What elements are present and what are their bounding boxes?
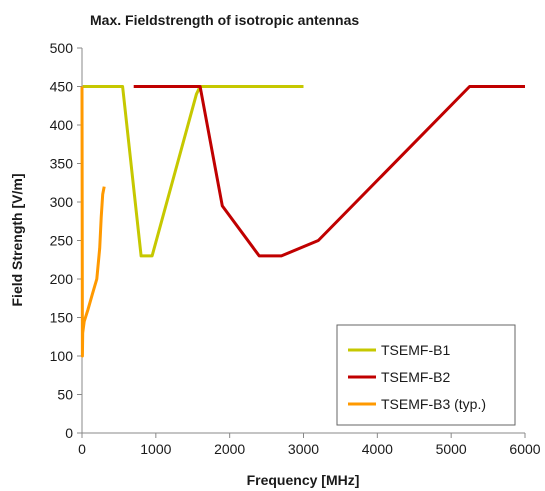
- y-tick-label: 50: [57, 387, 73, 403]
- y-tick-label: 150: [50, 310, 74, 326]
- x-tick-label: 0: [78, 441, 86, 457]
- y-tick-label: 250: [50, 233, 74, 249]
- x-axis-title: Frequency [MHz]: [247, 472, 360, 488]
- x-tick-label: 4000: [362, 441, 393, 457]
- y-tick-label: 450: [50, 79, 74, 95]
- legend-label-1: TSEMF-B1: [381, 342, 450, 358]
- y-axis: 0 50 100 150 200 250 300 350 400 450 500: [50, 40, 82, 441]
- series-layer: [80, 85, 525, 358]
- series-line-3: [80, 86, 106, 358]
- x-tick-label: 6000: [509, 441, 540, 457]
- y-tick-label: 0: [65, 425, 73, 441]
- x-tick-label: 3000: [288, 441, 319, 457]
- y-tick-label: 300: [50, 194, 74, 210]
- legend-label-2: TSEMF-B2: [381, 369, 450, 385]
- y-tick-label: 100: [50, 348, 74, 364]
- legend-box: [336, 324, 516, 426]
- legend-label-3: TSEMF-B3 (typ.): [381, 396, 486, 412]
- series-line-2: [133, 85, 525, 258]
- series-line-1: [82, 85, 304, 258]
- y-tick-label: 400: [50, 117, 74, 133]
- x-axis: 0 1000 2000 3000 4000 5000 6000: [78, 433, 541, 457]
- y-tick-label: 500: [50, 40, 74, 56]
- y-axis-title: Field Strength [V/m]: [9, 174, 25, 307]
- y-tick-label: 350: [50, 156, 74, 172]
- x-tick-label: 1000: [140, 441, 171, 457]
- legend: TSEMF-B1 TSEMF-B2 TSEMF-B3 (typ.): [336, 324, 516, 426]
- x-tick-label: 5000: [436, 441, 467, 457]
- x-tick-label: 2000: [214, 441, 245, 457]
- chart-title: Max. Fieldstrength of isotropic antennas: [90, 12, 359, 28]
- y-tick-label: 200: [50, 271, 74, 287]
